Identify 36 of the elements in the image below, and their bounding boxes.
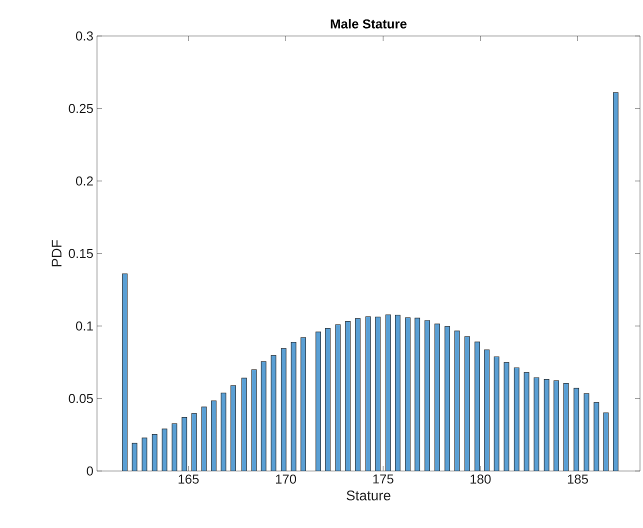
bar — [474, 342, 480, 471]
bar — [385, 314, 391, 471]
bar — [230, 385, 236, 471]
x-tick-label: 180 — [470, 474, 491, 484]
bar — [612, 92, 618, 471]
bar — [554, 380, 560, 471]
bar — [316, 332, 322, 471]
y-tick-label: 0 — [86, 466, 93, 476]
x-tick-label: 185 — [568, 474, 588, 484]
bar — [444, 326, 450, 471]
y-tick-label: 0.05 — [68, 394, 93, 404]
y-axis-title: PDF — [52, 240, 62, 266]
chart-title: Male Stature — [330, 18, 407, 28]
bar — [394, 314, 400, 471]
y-tick-label: 0.15 — [68, 248, 93, 258]
y-tick-label: 0.1 — [76, 321, 93, 331]
x-axis-title: Stature — [346, 490, 390, 500]
bar — [464, 336, 470, 471]
y-tick-label: 0.3 — [76, 31, 93, 41]
bar — [122, 273, 128, 471]
x-tick-label: 165 — [178, 474, 199, 484]
bar — [484, 349, 490, 471]
bar — [414, 318, 420, 471]
bar — [375, 316, 381, 471]
bar — [434, 324, 440, 471]
x-tick-label: 170 — [276, 474, 296, 484]
x-tick-label: 175 — [373, 474, 394, 484]
bar — [211, 400, 217, 471]
bar — [325, 328, 331, 471]
bar — [280, 348, 286, 471]
bar — [405, 317, 411, 471]
bar — [355, 318, 361, 471]
bar — [300, 337, 306, 471]
y-tick-label: 0.25 — [68, 104, 93, 114]
bar — [424, 320, 430, 471]
y-tick-label: 0.2 — [76, 176, 93, 186]
